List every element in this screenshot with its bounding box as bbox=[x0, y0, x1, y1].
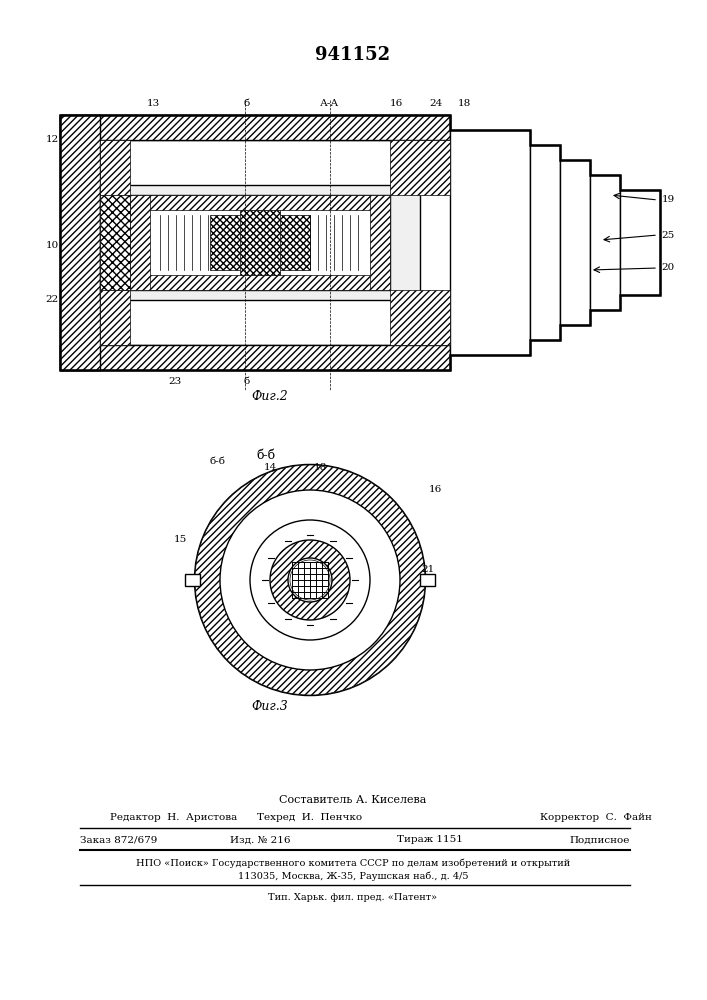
Polygon shape bbox=[390, 290, 450, 345]
Text: Составитель А. Киселева: Составитель А. Киселева bbox=[279, 795, 427, 805]
Polygon shape bbox=[100, 290, 130, 345]
Polygon shape bbox=[60, 115, 450, 140]
Text: б: б bbox=[244, 99, 250, 107]
Text: Редактор  Н.  Аристова: Редактор Н. Аристова bbox=[110, 814, 238, 822]
Text: 13: 13 bbox=[146, 99, 160, 107]
Text: Подписное: Подписное bbox=[570, 836, 630, 844]
Text: А-А: А-А bbox=[320, 99, 339, 107]
Polygon shape bbox=[100, 195, 130, 290]
Polygon shape bbox=[590, 175, 620, 310]
Circle shape bbox=[290, 560, 330, 600]
Polygon shape bbox=[370, 195, 390, 290]
Polygon shape bbox=[620, 190, 660, 295]
Text: 941152: 941152 bbox=[315, 46, 390, 64]
Text: 16: 16 bbox=[428, 486, 442, 494]
Polygon shape bbox=[60, 115, 100, 370]
Polygon shape bbox=[60, 345, 450, 370]
Text: 21: 21 bbox=[421, 566, 435, 574]
Circle shape bbox=[195, 465, 425, 695]
Polygon shape bbox=[130, 275, 390, 290]
Circle shape bbox=[250, 520, 370, 640]
Text: Фиг.3: Фиг.3 bbox=[252, 700, 288, 713]
Circle shape bbox=[195, 465, 425, 695]
Text: 16: 16 bbox=[390, 99, 402, 107]
Polygon shape bbox=[100, 140, 130, 195]
Polygon shape bbox=[390, 140, 450, 195]
Polygon shape bbox=[130, 195, 150, 290]
Text: Тип. Харьк. фил. пред. «Патент»: Тип. Харьк. фил. пред. «Патент» bbox=[269, 892, 438, 902]
Polygon shape bbox=[185, 574, 200, 586]
Polygon shape bbox=[130, 195, 390, 290]
Text: 25: 25 bbox=[661, 231, 674, 239]
Circle shape bbox=[288, 558, 332, 602]
Text: 22: 22 bbox=[45, 296, 59, 304]
Text: Фиг.2: Фиг.2 bbox=[252, 390, 288, 403]
Polygon shape bbox=[60, 345, 450, 370]
Text: 20: 20 bbox=[661, 263, 674, 272]
Text: 15: 15 bbox=[173, 536, 187, 544]
Polygon shape bbox=[450, 130, 530, 355]
Polygon shape bbox=[60, 115, 100, 370]
Text: 12: 12 bbox=[45, 135, 59, 144]
Text: б: б bbox=[244, 377, 250, 386]
Text: 10: 10 bbox=[45, 240, 59, 249]
Text: 14: 14 bbox=[264, 464, 276, 473]
Text: б-б: б-б bbox=[257, 449, 276, 462]
Text: Тираж 1151: Тираж 1151 bbox=[397, 836, 463, 844]
Polygon shape bbox=[100, 185, 420, 300]
Polygon shape bbox=[240, 210, 280, 275]
Text: НПО «Поиск» Государственного комитета СССР по делам изобретений и открытий: НПО «Поиск» Государственного комитета СС… bbox=[136, 858, 570, 868]
Polygon shape bbox=[130, 195, 390, 210]
Circle shape bbox=[270, 540, 350, 620]
Polygon shape bbox=[560, 160, 590, 325]
Text: Техред  И.  Пенчко: Техред И. Пенчко bbox=[257, 814, 363, 822]
Text: Заказ 872/679: Заказ 872/679 bbox=[80, 836, 158, 844]
Polygon shape bbox=[210, 215, 310, 270]
Polygon shape bbox=[530, 145, 560, 340]
Text: 18: 18 bbox=[313, 464, 327, 473]
Polygon shape bbox=[60, 115, 450, 140]
Text: 23: 23 bbox=[168, 377, 182, 386]
Text: 113035, Москва, Ж-35, Раушская наб., д. 4/5: 113035, Москва, Ж-35, Раушская наб., д. … bbox=[238, 871, 468, 881]
Text: 24: 24 bbox=[429, 99, 443, 107]
Text: Корректор  С.  Файн: Корректор С. Файн bbox=[540, 814, 652, 822]
Circle shape bbox=[220, 490, 400, 670]
Text: 19: 19 bbox=[661, 196, 674, 205]
Text: б-б: б-б bbox=[210, 458, 226, 466]
Text: 18: 18 bbox=[457, 99, 471, 107]
Text: Изд. № 216: Изд. № 216 bbox=[230, 836, 291, 844]
Polygon shape bbox=[420, 574, 435, 586]
